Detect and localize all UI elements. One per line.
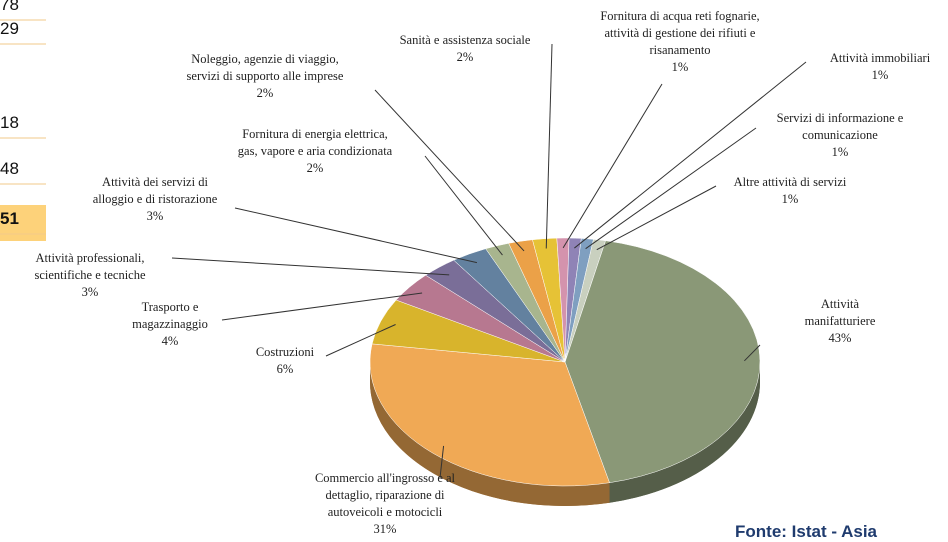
slice-label: Commercio all'ingrosso e al dettaglio, ri… — [315, 471, 456, 519]
source: Fonte: Istat - Asia — [735, 522, 878, 541]
table-cell: 51 — [0, 209, 19, 228]
slice-label: Fornitura di energia elettrica, gas, vapo… — [238, 127, 393, 158]
leader-line — [234, 207, 478, 264]
slice-value-label: 2% — [257, 86, 274, 100]
leader-line — [171, 257, 450, 276]
pie — [369, 237, 761, 506]
slice-value-label: 3% — [82, 285, 99, 299]
table-cell: 78 — [0, 0, 19, 14]
slice-label: Fornitura di acqua reti fognarie, attivit… — [600, 9, 759, 57]
leader-line — [424, 155, 503, 256]
slice-label: Attività dei servizi di alloggio e di ris… — [93, 175, 218, 206]
slice-label: Trasporto e magazzinaggio — [132, 300, 208, 331]
slice-value-label: 3% — [147, 209, 164, 223]
table-cell: 29 — [0, 19, 19, 38]
leader-line — [585, 127, 757, 250]
slice-label: Altre attività di servizi — [734, 175, 847, 189]
slice-label: Attività manifatturiere — [805, 297, 876, 328]
slice-label: Costruzioni — [256, 345, 315, 359]
slice-value-label: 31% — [374, 522, 397, 536]
leader-line — [439, 445, 445, 479]
slice-label: Noleggio, agenzie di viaggio, servizi di … — [187, 52, 344, 83]
slice — [564, 239, 606, 363]
slice-value-label: 2% — [307, 161, 324, 175]
slice-value-label: 2% — [457, 50, 474, 64]
slice-wall — [370, 362, 610, 506]
slice-value-label: 43% — [829, 331, 852, 345]
slice-value-label: 1% — [672, 60, 689, 74]
slice-value-label: 6% — [277, 362, 294, 376]
slice-wall — [609, 362, 760, 503]
leader-line — [574, 61, 807, 249]
slice-label: Attività immobiliari — [830, 51, 931, 65]
slice-value-label: 1% — [832, 145, 849, 159]
slice-label: Sanità e assistenza sociale — [400, 33, 531, 47]
table-cell: 18 — [0, 113, 19, 132]
leader-line — [596, 185, 717, 251]
leader-line — [325, 324, 396, 357]
highlight-cell — [0, 205, 46, 241]
slice-label: Servizi di informazione e comunicazione — [777, 111, 904, 142]
slice-label: Attività professionali, scientifiche e te… — [34, 251, 145, 282]
slice-value-label: 4% — [162, 334, 179, 348]
table-cell: 48 — [0, 159, 19, 178]
leader-line — [744, 344, 761, 362]
slice — [564, 240, 761, 484]
slice-value-label: 1% — [872, 68, 889, 82]
leader-line — [374, 89, 525, 252]
slice — [369, 343, 610, 487]
leader-line — [562, 83, 663, 249]
slice-value-label: 1% — [782, 192, 799, 206]
leader-line — [545, 43, 553, 249]
leader-line — [221, 292, 423, 321]
